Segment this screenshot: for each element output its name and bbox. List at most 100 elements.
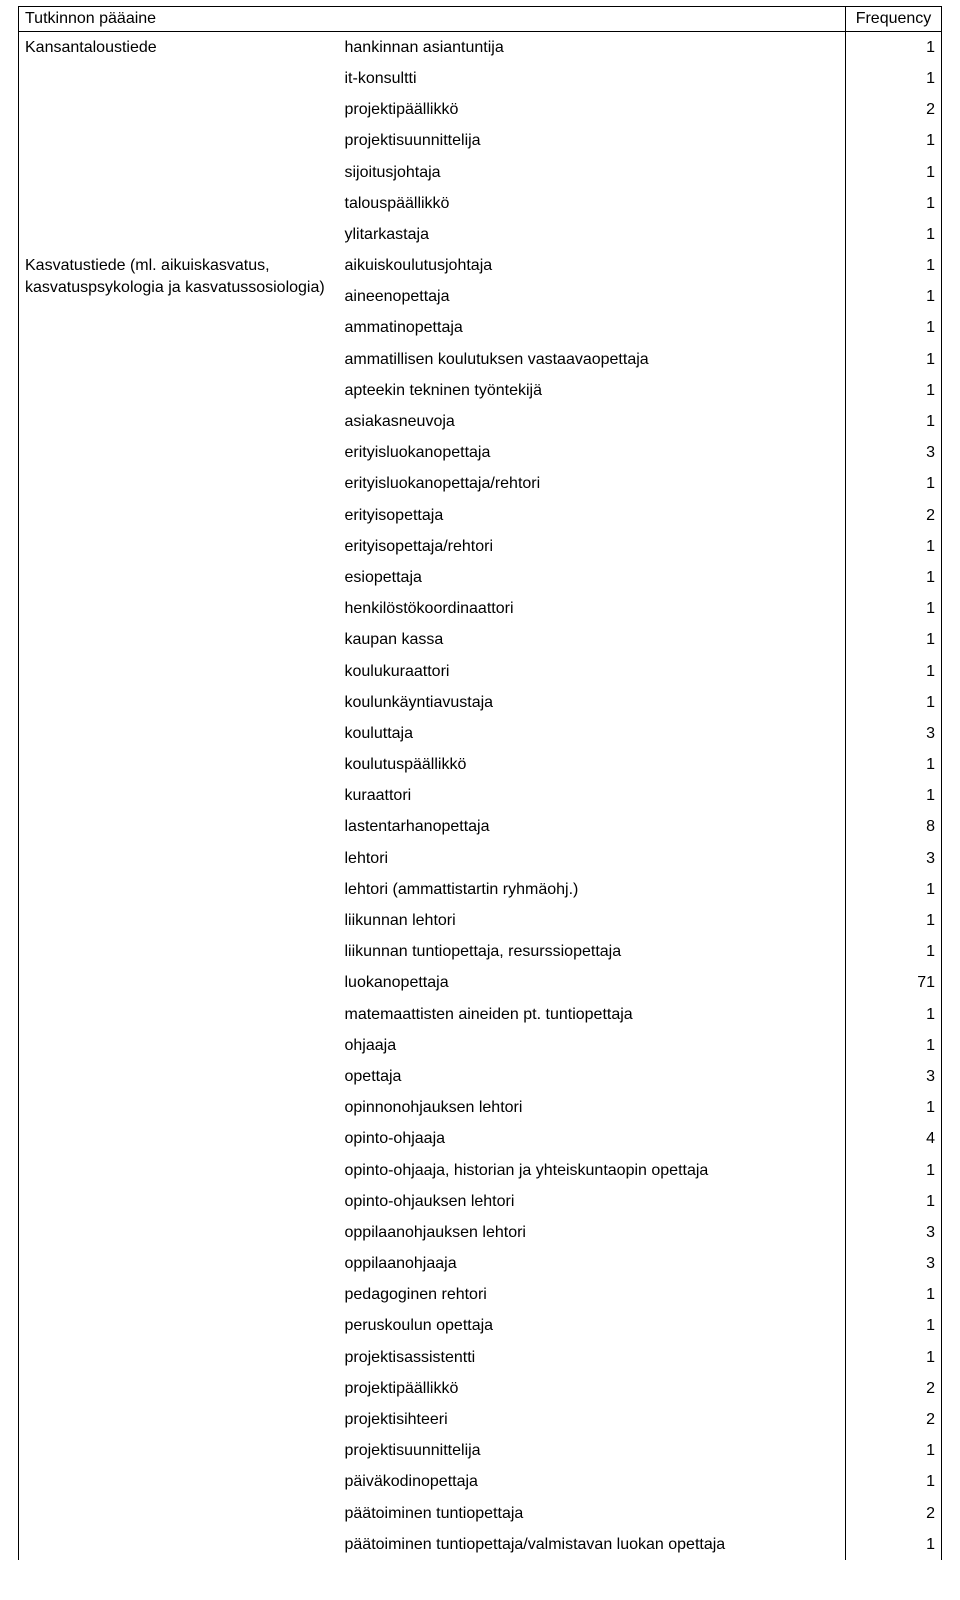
frequency-cell: 1 (846, 469, 942, 500)
label-cell: liikunnan tuntiopettaja, resurssiopettaj… (339, 936, 846, 967)
frequency-cell: 1 (846, 1155, 942, 1186)
header-frequency: Frequency (846, 7, 942, 32)
frequency-cell: 1 (846, 126, 942, 157)
frequency-cell: 1 (846, 562, 942, 593)
label-cell: apteekin tekninen työntekijä (339, 375, 846, 406)
label-cell: kaupan kassa (339, 625, 846, 656)
frequency-cell: 2 (846, 1498, 942, 1529)
label-cell: lehtori (339, 843, 846, 874)
frequency-cell: 1 (846, 313, 942, 344)
label-cell: opettaja (339, 1061, 846, 1092)
label-cell: oppilaanohjaaja (339, 1248, 846, 1279)
label-cell: it-konsultti (339, 63, 846, 94)
header-major: Tutkinnon pääaine (19, 7, 846, 32)
label-cell: sijoitusjohtaja (339, 157, 846, 188)
label-cell: talouspäällikkö (339, 188, 846, 219)
frequency-cell: 1 (846, 625, 942, 656)
label-cell: ammatillisen koulutuksen vastaavaopettaj… (339, 344, 846, 375)
label-cell: projektipäällikkö (339, 1373, 846, 1404)
frequency-cell: 1 (846, 1280, 942, 1311)
label-cell: lehtori (ammattistartin ryhmäohj.) (339, 874, 846, 905)
label-cell: asiakasneuvoja (339, 406, 846, 437)
label-cell: erityisopettaja/rehtori (339, 531, 846, 562)
label-cell: ohjaaja (339, 1030, 846, 1061)
frequency-cell: 1 (846, 219, 942, 250)
label-cell: henkilöstökoordinaattori (339, 593, 846, 624)
frequency-cell: 1 (846, 1342, 942, 1373)
label-cell: esiopettaja (339, 562, 846, 593)
frequency-cell: 1 (846, 936, 942, 967)
frequency-cell: 2 (846, 1373, 942, 1404)
label-cell: koulukuraattori (339, 656, 846, 687)
label-cell: projektisihteeri (339, 1404, 846, 1435)
frequency-cell: 1 (846, 781, 942, 812)
frequency-cell: 1 (846, 188, 942, 219)
label-cell: erityisluokanopettaja/rehtori (339, 469, 846, 500)
label-cell: päätoiminen tuntiopettaja (339, 1498, 846, 1529)
frequency-cell: 1 (846, 1467, 942, 1498)
frequency-cell: 71 (846, 968, 942, 999)
label-cell: opinto-ohjauksen lehtori (339, 1186, 846, 1217)
frequency-cell: 1 (846, 282, 942, 313)
label-cell: projektisuunnittelija (339, 126, 846, 157)
frequency-cell: 1 (846, 874, 942, 905)
label-cell: matemaattisten aineiden pt. tuntiopettaj… (339, 999, 846, 1030)
label-cell: päiväkodinopettaja (339, 1467, 846, 1498)
label-cell: projektisassistentti (339, 1342, 846, 1373)
frequency-cell: 3 (846, 1248, 942, 1279)
frequency-cell: 2 (846, 1404, 942, 1435)
label-cell: ammatinopettaja (339, 313, 846, 344)
label-cell: aikuiskoulutusjohtaja (339, 250, 846, 281)
label-cell: opinto-ohjaaja, historian ja yhteiskunta… (339, 1155, 846, 1186)
frequency-cell: 1 (846, 656, 942, 687)
major-cell: Kasvatustiede (ml. aikuiskasvatus, kasva… (19, 250, 339, 1560)
frequency-cell: 8 (846, 812, 942, 843)
label-cell: pedagoginen rehtori (339, 1280, 846, 1311)
label-cell: luokanopettaja (339, 968, 846, 999)
label-cell: päätoiminen tuntiopettaja/valmistavan lu… (339, 1529, 846, 1560)
frequency-cell: 3 (846, 718, 942, 749)
label-cell: erityisopettaja (339, 500, 846, 531)
table-row: Kansantaloustiedehankinnan asiantuntija1 (19, 32, 942, 64)
frequency-cell: 1 (846, 344, 942, 375)
label-cell: projektisuunnittelija (339, 1435, 846, 1466)
frequency-cell: 1 (846, 1186, 942, 1217)
frequency-cell: 1 (846, 531, 942, 562)
label-cell: kuraattori (339, 781, 846, 812)
label-cell: hankinnan asiantuntija (339, 32, 846, 64)
label-cell: projektipäällikkö (339, 94, 846, 125)
frequency-cell: 1 (846, 1092, 942, 1123)
frequency-cell: 4 (846, 1124, 942, 1155)
frequency-cell: 1 (846, 593, 942, 624)
frequency-cell: 2 (846, 500, 942, 531)
frequency-cell: 2 (846, 94, 942, 125)
frequency-cell: 1 (846, 1311, 942, 1342)
frequency-cell: 1 (846, 999, 942, 1030)
label-cell: oppilaanohjauksen lehtori (339, 1217, 846, 1248)
label-cell: opinnonohjauksen lehtori (339, 1092, 846, 1123)
label-cell: erityisluokanopettaja (339, 437, 846, 468)
frequency-cell: 3 (846, 1061, 942, 1092)
frequency-cell: 1 (846, 905, 942, 936)
frequency-cell: 1 (846, 1435, 942, 1466)
frequency-cell: 3 (846, 437, 942, 468)
label-cell: lastentarhanopettaja (339, 812, 846, 843)
label-cell: kouluttaja (339, 718, 846, 749)
frequency-cell: 1 (846, 250, 942, 281)
label-cell: koulutuspäällikkö (339, 749, 846, 780)
frequency-table: Tutkinnon pääaine Frequency Kansantalous… (18, 6, 942, 1560)
frequency-cell: 1 (846, 63, 942, 94)
frequency-cell: 3 (846, 843, 942, 874)
label-cell: opinto-ohjaaja (339, 1124, 846, 1155)
major-cell: Kansantaloustiede (19, 32, 339, 251)
label-cell: koulunkäyntiavustaja (339, 687, 846, 718)
frequency-cell: 1 (846, 32, 942, 64)
page: Tutkinnon pääaine Frequency Kansantalous… (0, 0, 960, 1600)
label-cell: ylitarkastaja (339, 219, 846, 250)
label-cell: peruskoulun opettaja (339, 1311, 846, 1342)
table-header-row: Tutkinnon pääaine Frequency (19, 7, 942, 32)
frequency-cell: 3 (846, 1217, 942, 1248)
label-cell: aineenopettaja (339, 282, 846, 313)
frequency-cell: 1 (846, 749, 942, 780)
frequency-cell: 1 (846, 687, 942, 718)
